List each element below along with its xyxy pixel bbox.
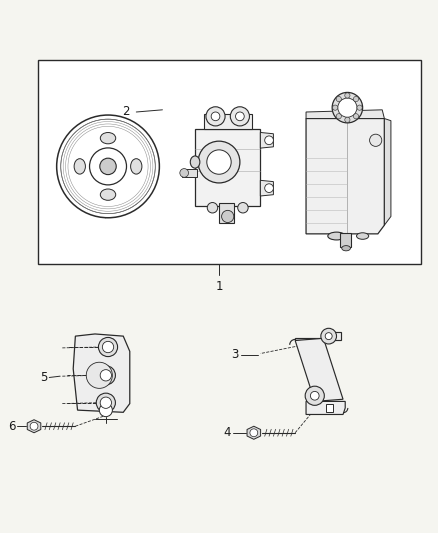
Circle shape (207, 150, 231, 174)
Bar (325, 405, 333, 413)
Polygon shape (306, 401, 345, 415)
Circle shape (99, 403, 113, 417)
Circle shape (353, 96, 359, 102)
Ellipse shape (357, 233, 369, 239)
Circle shape (357, 105, 362, 110)
Bar (340, 232, 351, 247)
Polygon shape (195, 130, 260, 206)
Polygon shape (247, 426, 261, 439)
Circle shape (86, 362, 113, 389)
Text: 5: 5 (40, 371, 47, 384)
Circle shape (332, 92, 363, 123)
Circle shape (99, 337, 117, 357)
Circle shape (61, 119, 155, 214)
Circle shape (325, 333, 332, 340)
Circle shape (336, 114, 341, 119)
Circle shape (265, 184, 273, 192)
Circle shape (345, 93, 350, 98)
Bar (219, 204, 234, 223)
Polygon shape (295, 338, 343, 401)
Circle shape (96, 393, 116, 413)
Circle shape (305, 386, 324, 405)
Circle shape (100, 397, 112, 408)
Polygon shape (306, 118, 385, 234)
Bar (204, 114, 252, 130)
Polygon shape (306, 110, 385, 118)
Ellipse shape (100, 133, 116, 144)
Text: 2: 2 (122, 106, 130, 118)
Circle shape (353, 114, 359, 119)
Polygon shape (260, 133, 273, 148)
Ellipse shape (328, 232, 345, 240)
Circle shape (332, 105, 338, 110)
Circle shape (100, 370, 112, 381)
Circle shape (230, 107, 250, 126)
Circle shape (311, 391, 319, 400)
Circle shape (338, 98, 357, 117)
Circle shape (57, 115, 159, 218)
Bar (182, 168, 197, 177)
Ellipse shape (74, 159, 85, 174)
Polygon shape (73, 334, 130, 413)
Circle shape (198, 141, 240, 183)
Polygon shape (295, 332, 341, 341)
Circle shape (102, 341, 114, 353)
Text: 6: 6 (8, 419, 15, 433)
Ellipse shape (342, 246, 350, 251)
Ellipse shape (334, 107, 360, 117)
Circle shape (321, 328, 336, 344)
Circle shape (336, 96, 341, 102)
Circle shape (206, 107, 225, 126)
Circle shape (207, 203, 218, 213)
Circle shape (222, 211, 234, 223)
Circle shape (89, 148, 127, 185)
Circle shape (30, 422, 38, 430)
Bar (39, 60, 421, 264)
Text: 3: 3 (231, 349, 239, 361)
Circle shape (100, 158, 116, 175)
Ellipse shape (100, 189, 116, 200)
Circle shape (370, 134, 382, 147)
Circle shape (265, 136, 273, 144)
Polygon shape (27, 419, 41, 433)
Circle shape (180, 168, 188, 177)
Text: 4: 4 (223, 426, 231, 439)
Circle shape (250, 429, 258, 437)
Ellipse shape (190, 156, 200, 168)
Circle shape (345, 117, 350, 123)
Polygon shape (260, 180, 273, 196)
Polygon shape (385, 118, 391, 225)
Ellipse shape (131, 159, 142, 174)
Text: 1: 1 (215, 279, 223, 293)
Circle shape (236, 112, 244, 120)
Circle shape (211, 112, 220, 120)
Circle shape (96, 366, 116, 385)
Circle shape (238, 203, 248, 213)
